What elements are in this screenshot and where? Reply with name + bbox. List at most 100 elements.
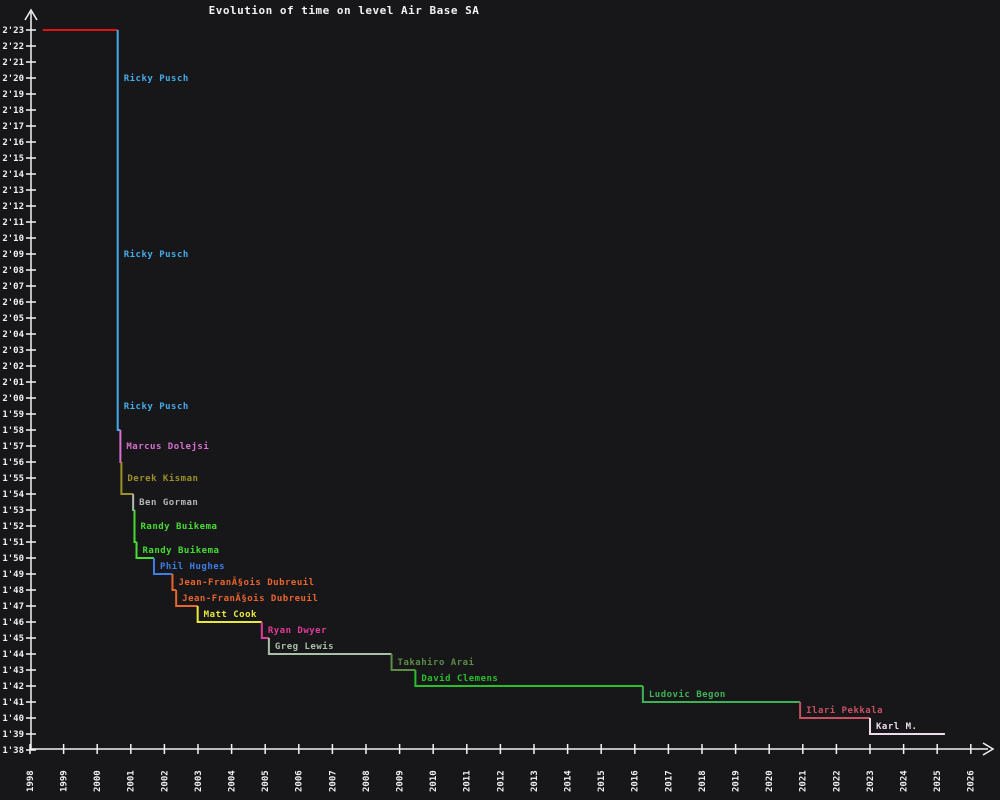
x-axis-arrow-icon bbox=[982, 742, 995, 756]
record-step-line bbox=[42, 29, 945, 735]
y-tick-label: 2'11 bbox=[2, 218, 24, 228]
y-tick-label: 1'49 bbox=[2, 570, 24, 580]
x-tick-label: 2006 bbox=[295, 770, 305, 792]
x-tick-label: 2012 bbox=[496, 770, 506, 792]
y-tick-label: 2'06 bbox=[2, 298, 24, 308]
record-label: Ricky Pusch bbox=[124, 73, 189, 84]
y-tick-label: 2'15 bbox=[2, 154, 24, 164]
x-tick-label: 2004 bbox=[227, 770, 237, 792]
y-tick-label: 2'08 bbox=[2, 266, 24, 276]
record-label: Marcus Dolejsi bbox=[126, 441, 209, 452]
x-tick-label: 2009 bbox=[395, 770, 405, 792]
record-segment bbox=[120, 462, 134, 495]
y-tick-label: 2'02 bbox=[2, 362, 24, 372]
y-tick-label: 1'56 bbox=[2, 458, 24, 468]
y-tick-label: 1'51 bbox=[2, 538, 24, 548]
record-label: Takahiro Arai bbox=[398, 657, 475, 668]
y-tick-label: 2'14 bbox=[2, 170, 24, 180]
record-label: Jean-FranÃ§ois Dubreuil bbox=[178, 577, 314, 588]
y-tick-label: 1'59 bbox=[2, 410, 24, 420]
y-tick-label: 1'40 bbox=[2, 714, 24, 724]
record-segment bbox=[175, 590, 198, 607]
record-label: Ricky Pusch bbox=[124, 401, 189, 412]
x-tick-label: 2005 bbox=[261, 770, 271, 792]
y-tick-label: 1'50 bbox=[2, 554, 24, 564]
y-tick-label: 2'21 bbox=[2, 58, 24, 68]
x-tick-label: 2007 bbox=[328, 770, 338, 792]
y-tick-label: 2'20 bbox=[2, 74, 24, 84]
y-tick-label: 2'03 bbox=[2, 346, 24, 356]
record-label: Greg Lewis bbox=[275, 641, 334, 652]
record-label: Ben Gorman bbox=[139, 498, 198, 508]
y-tick-label: 2'19 bbox=[2, 90, 24, 100]
y-tick-label: 2'22 bbox=[2, 42, 24, 52]
x-tick-label: 2026 bbox=[967, 770, 977, 792]
y-tick-label: 1'41 bbox=[2, 698, 24, 708]
x-tick-label: 2023 bbox=[866, 770, 876, 792]
x-tick-label: 1999 bbox=[59, 770, 69, 792]
y-tick-label: 2'10 bbox=[2, 234, 24, 244]
y-tick-label: 1'57 bbox=[2, 442, 24, 452]
x-tick-label: 2010 bbox=[429, 770, 439, 792]
x-tick-label: 2008 bbox=[362, 770, 372, 792]
y-tick-label: 1'46 bbox=[2, 618, 24, 628]
y-tick-label: 1'43 bbox=[2, 666, 24, 676]
y-tick-label: 2'00 bbox=[2, 394, 24, 404]
y-tick-label: 1'38 bbox=[2, 746, 24, 756]
y-tick-label: 1'54 bbox=[2, 490, 24, 500]
record-label: Derek Kisman bbox=[127, 473, 198, 484]
record-label: Ricky Pusch bbox=[124, 249, 189, 260]
x-axis: 1998 1999 2000 2001 2002 2003 2004 2005 2006 2007… bbox=[26, 742, 995, 792]
y-tick-label: 2'12 bbox=[2, 202, 24, 212]
y-tick-label: 1'48 bbox=[2, 586, 24, 596]
x-tick-label: 2021 bbox=[799, 770, 809, 792]
y-tick-label: 2'18 bbox=[2, 106, 24, 116]
y-tick-label: 1'52 bbox=[2, 522, 24, 532]
x-tick-label: 2015 bbox=[597, 770, 607, 792]
record-label: Randy Buikema bbox=[140, 521, 217, 532]
y-tick-label: 2'17 bbox=[2, 122, 24, 132]
record-label: Karl M. bbox=[876, 722, 917, 732]
record-labels: Ricky Pusch Ricky Pusch Ricky Pusch Marcus … bbox=[124, 73, 917, 732]
x-tick-label: 2002 bbox=[160, 770, 170, 792]
record-label: David Clemens bbox=[421, 673, 498, 684]
y-tick-label: 1'55 bbox=[2, 474, 24, 484]
record-segment bbox=[799, 702, 870, 719]
record-segment bbox=[135, 542, 154, 559]
y-tick-label: 1'45 bbox=[2, 634, 24, 644]
x-tick-label: 2014 bbox=[563, 770, 573, 792]
record-label: Ludovic Begon bbox=[649, 689, 726, 700]
y-tick-label: 1'58 bbox=[2, 426, 24, 436]
record-segment bbox=[641, 686, 801, 703]
x-tick-label: 2001 bbox=[127, 770, 137, 792]
record-segment bbox=[196, 606, 262, 623]
x-tick-label: 2020 bbox=[765, 770, 775, 792]
x-tick-label: 2013 bbox=[530, 770, 540, 792]
y-tick-label: 1'44 bbox=[2, 650, 24, 660]
chart-title: Evolution of time on level Air Base SA bbox=[209, 4, 480, 17]
x-tick-label: 1998 bbox=[26, 770, 36, 792]
x-tick-label: 2017 bbox=[664, 770, 674, 792]
y-tick-label: 2'13 bbox=[2, 186, 24, 196]
record-segment bbox=[414, 670, 643, 687]
record-segment bbox=[133, 510, 137, 543]
record-label: Ryan Dwyer bbox=[268, 626, 327, 636]
record-label: Ilari Pekkala bbox=[806, 705, 883, 716]
x-tick-label: 2018 bbox=[698, 770, 708, 792]
y-axis-arrow-icon bbox=[24, 8, 38, 21]
y-tick-label: 1'42 bbox=[2, 682, 24, 692]
record-segment bbox=[152, 558, 173, 575]
y-tick-label: 2'05 bbox=[2, 314, 24, 324]
y-tick-label: 2'09 bbox=[2, 250, 24, 260]
record-segment bbox=[260, 622, 269, 639]
record-label: Jean-FranÃ§ois Dubreuil bbox=[182, 593, 318, 604]
y-axis: 2'23 2'22 2'21 2'20 2'19 2'18 2'17 2'16 2'15 2'14… bbox=[2, 8, 38, 756]
record-segment bbox=[267, 638, 392, 655]
x-tick-label: 2003 bbox=[194, 770, 204, 792]
record-segment bbox=[132, 494, 135, 511]
y-tick-label: 2'04 bbox=[2, 330, 24, 340]
y-tick-label: 1'53 bbox=[2, 506, 24, 516]
y-tick-label: 2'16 bbox=[2, 138, 24, 148]
y-tick-label: 1'47 bbox=[2, 602, 24, 612]
